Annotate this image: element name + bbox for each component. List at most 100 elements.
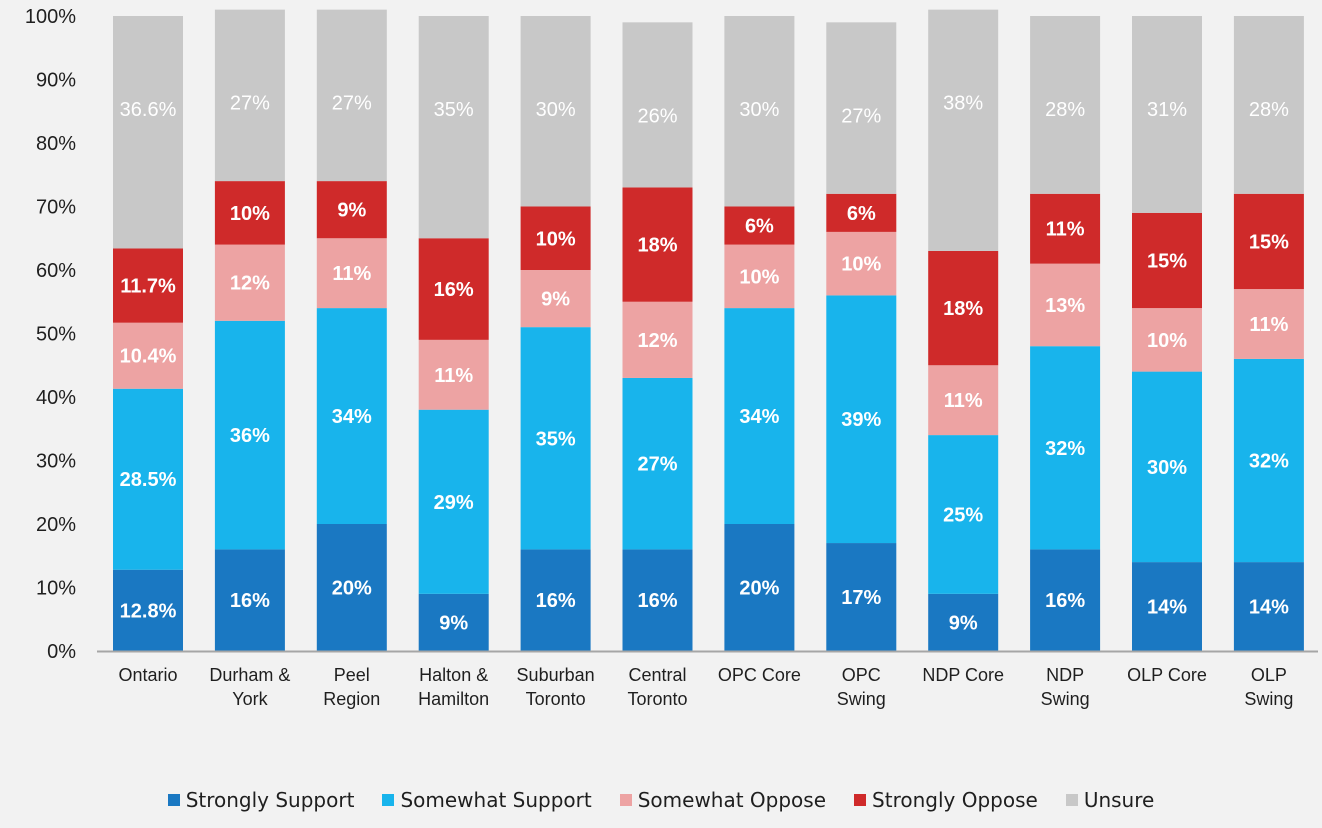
data-label: 32% <box>1249 451 1289 473</box>
data-label: 28% <box>1249 99 1289 121</box>
data-label: 16% <box>637 590 677 612</box>
data-label: 35% <box>434 99 474 121</box>
data-label: 38% <box>943 93 983 115</box>
data-label: 28% <box>1045 99 1085 121</box>
data-label: 35% <box>536 428 576 450</box>
data-label: 11% <box>944 390 983 412</box>
x-category-label: Durham & <box>209 665 290 685</box>
data-label: 30% <box>739 99 779 121</box>
x-category-label: OPC <box>842 665 881 685</box>
x-category-label: Hamilton <box>418 689 489 709</box>
data-label: 27% <box>332 93 372 115</box>
legend-swatch <box>168 794 180 806</box>
data-label: 16% <box>230 590 270 612</box>
legend-label: Strongly Support <box>186 788 355 812</box>
x-category-label: Central <box>628 665 686 685</box>
data-label: 6% <box>847 203 876 225</box>
data-label: 10.4% <box>120 346 177 368</box>
data-label: 12.8% <box>120 600 177 622</box>
legend-label: Strongly Oppose <box>872 788 1038 812</box>
data-label: 16% <box>1045 590 1085 612</box>
x-category-label: York <box>232 689 268 709</box>
data-label: 27% <box>230 93 270 115</box>
data-label: 14% <box>1147 597 1187 619</box>
data-label: 36.6% <box>120 99 177 121</box>
data-label: 9% <box>541 289 570 311</box>
y-tick-label: 70% <box>36 197 76 219</box>
data-label: 39% <box>841 409 881 431</box>
x-category-label: Swing <box>1244 689 1293 709</box>
data-label: 28.5% <box>120 469 177 491</box>
data-label: 9% <box>949 612 978 634</box>
x-category-label: Region <box>323 689 380 709</box>
legend-label: Somewhat Support <box>400 788 591 812</box>
y-tick-label: 10% <box>36 578 76 600</box>
data-label: 6% <box>745 216 774 238</box>
data-label: 27% <box>841 105 881 127</box>
data-label: 15% <box>1147 250 1187 272</box>
data-label: 34% <box>332 406 372 428</box>
data-label: 34% <box>739 406 779 428</box>
legend-swatch <box>620 794 632 806</box>
data-label: 9% <box>439 612 468 634</box>
data-label: 10% <box>739 266 779 288</box>
y-tick-label: 50% <box>36 324 76 346</box>
data-label: 12% <box>637 330 677 352</box>
y-tick-label: 100% <box>25 6 76 28</box>
data-label: 32% <box>1045 438 1085 460</box>
x-category-label: NDP <box>1046 665 1084 685</box>
x-category-label: OLP Core <box>1127 665 1207 685</box>
x-category-label: Ontario <box>118 665 177 685</box>
x-category-label: Swing <box>1041 689 1090 709</box>
y-tick-label: 90% <box>36 70 76 92</box>
chart-legend: Strongly Support Somewhat Support Somewhat… <box>0 785 1322 815</box>
bar-segment-unsure <box>419 16 489 238</box>
legend-swatch <box>1066 794 1078 806</box>
legend-swatch <box>382 794 394 806</box>
y-tick-label: 0% <box>47 641 76 663</box>
legend-item: Strongly Oppose <box>854 788 1038 812</box>
legend-swatch <box>854 794 866 806</box>
x-category-label: Suburban <box>517 665 595 685</box>
data-label: 10% <box>536 228 576 250</box>
data-label: 11% <box>434 365 473 387</box>
data-label: 13% <box>1045 295 1085 317</box>
x-category-label: Halton & <box>419 665 488 685</box>
y-tick-label: 40% <box>36 387 76 409</box>
data-label: 25% <box>943 504 983 526</box>
x-category-label: Toronto <box>526 689 586 709</box>
data-label: 18% <box>943 298 983 320</box>
data-label: 20% <box>332 578 372 600</box>
data-label: 16% <box>434 279 474 301</box>
data-label: 31% <box>1147 99 1187 121</box>
legend-item: Unsure <box>1066 788 1155 812</box>
bar-segment-unsure <box>928 10 998 251</box>
x-category-label: OPC Core <box>718 665 801 685</box>
data-label: 30% <box>1147 457 1187 479</box>
x-category-label: Swing <box>837 689 886 709</box>
data-label: 10% <box>1147 330 1187 352</box>
data-label: 11% <box>1046 219 1085 241</box>
data-label: 20% <box>739 578 779 600</box>
data-label: 26% <box>637 105 677 127</box>
x-category-label: OLP <box>1251 665 1287 685</box>
x-category-label: NDP Core <box>922 665 1004 685</box>
data-label: 18% <box>637 235 677 257</box>
data-label: 29% <box>434 492 474 514</box>
data-label: 36% <box>230 425 270 447</box>
data-label: 11% <box>1249 314 1288 336</box>
data-label: 14% <box>1249 597 1289 619</box>
data-label: 9% <box>337 200 366 222</box>
data-label: 11.7% <box>120 276 176 298</box>
data-label: 10% <box>841 254 881 276</box>
data-label: 17% <box>841 587 881 609</box>
y-tick-label: 20% <box>36 514 76 536</box>
legend-item: Somewhat Oppose <box>620 788 826 812</box>
legend-item: Somewhat Support <box>382 788 591 812</box>
x-category-label: Toronto <box>627 689 687 709</box>
data-label: 11% <box>332 263 371 285</box>
data-label: 30% <box>536 99 576 121</box>
legend-label: Somewhat Oppose <box>638 788 826 812</box>
